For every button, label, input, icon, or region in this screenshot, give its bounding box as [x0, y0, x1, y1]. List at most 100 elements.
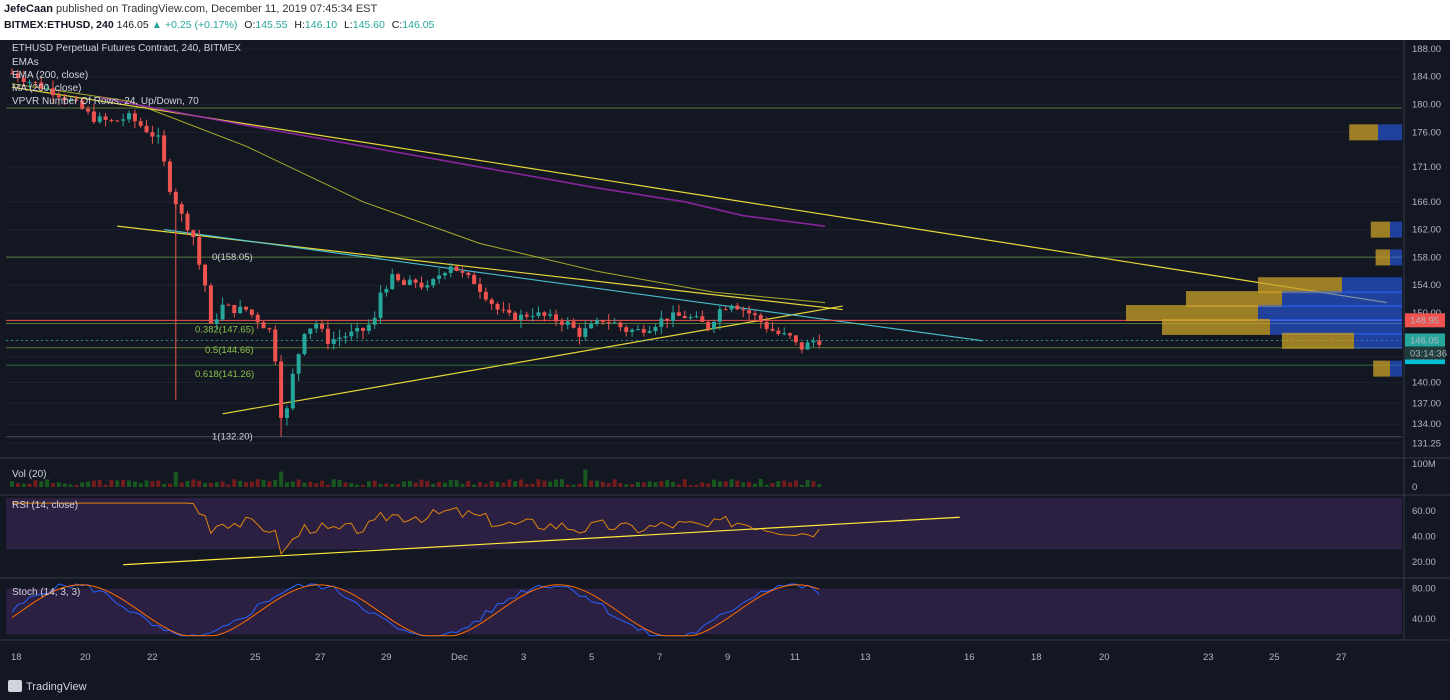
volume-bar — [577, 483, 582, 487]
price-tick: 180.00 — [1412, 100, 1441, 111]
volume-bar — [559, 479, 564, 487]
volume-bar — [173, 471, 178, 487]
candle-body — [659, 318, 664, 327]
volume-bar — [712, 479, 716, 487]
candle-body — [226, 304, 231, 306]
legend-ema[interactable]: EMA (200, close) — [12, 70, 88, 81]
time-tick: 23 — [1203, 652, 1214, 663]
volume-bar — [150, 481, 155, 487]
candle-body — [80, 100, 85, 109]
volume-bar — [717, 481, 722, 487]
volume-bar — [74, 484, 79, 487]
volume-bar — [45, 479, 50, 487]
legend-vol[interactable]: Vol (20) — [12, 469, 46, 480]
candle-body — [10, 73, 14, 75]
candle-body — [390, 274, 395, 289]
volume-bar — [647, 481, 652, 487]
volume-bar — [723, 481, 728, 487]
candle-body — [647, 331, 652, 333]
candle-body — [279, 361, 284, 418]
volume-bar — [337, 479, 342, 487]
countdown-bg — [1405, 346, 1445, 360]
candle-body — [437, 275, 442, 279]
volume-bar — [706, 483, 711, 487]
trading-chart[interactable]: 0(158.05) 0.382(147.65) 0.5(144.66) 0.618(1… — [0, 40, 1450, 675]
candle-body — [407, 279, 412, 285]
legend-stoch[interactable]: Stoch (14, 3, 3) — [12, 587, 80, 598]
volume-bar — [495, 481, 500, 487]
candle-body — [401, 280, 406, 285]
volume-bar — [15, 483, 20, 487]
volume-bar — [214, 482, 219, 487]
price-label-bg — [1405, 333, 1445, 348]
author-name[interactable]: JefeCaan — [4, 3, 53, 15]
candle-body — [62, 97, 67, 101]
legend-ma[interactable]: MA (200, close) — [12, 83, 81, 94]
candle-body — [413, 279, 418, 283]
volume-bar — [279, 471, 284, 487]
candle-body — [589, 323, 594, 329]
candle-body — [442, 273, 447, 276]
candle-body — [372, 317, 377, 325]
volume-bar — [752, 483, 757, 487]
candle-body — [68, 99, 73, 101]
volume-bar — [33, 480, 38, 487]
candle-body — [466, 272, 471, 275]
candle-body — [284, 408, 289, 418]
candle-body — [249, 309, 254, 315]
candle-body — [185, 213, 190, 231]
stoch-tick: 40.00 — [1412, 614, 1436, 625]
publish-text: published on TradingView.com, December 1… — [55, 3, 378, 15]
candle-body — [378, 292, 383, 318]
volume-bar — [530, 483, 535, 487]
chart-legend: ETHUSD Perpetual Futures Contract, 240, … — [12, 43, 241, 598]
volume-bar — [255, 479, 260, 487]
last-price: 146.05 — [116, 19, 149, 31]
candle-body — [255, 314, 260, 323]
candle-body — [799, 342, 804, 350]
vpvr-up-bar — [1349, 124, 1378, 141]
price-tick: 154.00 — [1412, 280, 1441, 291]
volume-bar — [595, 480, 599, 487]
close-value: 146.05 — [402, 19, 435, 31]
price-tick: 171.00 — [1412, 162, 1441, 173]
candle-body — [501, 309, 506, 311]
volume-bar — [758, 479, 763, 487]
volume-bar — [232, 479, 237, 487]
open-label: O: — [244, 19, 256, 31]
legend-emas[interactable]: EMAs — [12, 57, 39, 68]
candle-body — [308, 328, 313, 334]
candle-body — [103, 116, 108, 120]
candle-body — [653, 326, 658, 332]
volume-bar — [612, 479, 617, 487]
candle-body — [712, 321, 716, 330]
time-axis[interactable]: 18 20 22 25 27 29 Dec 3 5 7 9 11 13 16 18 20 23 25 27 — [11, 652, 1347, 663]
time-tick: 25 — [1269, 652, 1280, 663]
time-tick: 20 — [1099, 652, 1110, 663]
stoch-band — [6, 588, 1402, 635]
volume-bar — [343, 482, 348, 487]
volume-bar — [86, 481, 91, 487]
volume-bar — [419, 479, 424, 487]
candle-body — [244, 306, 248, 310]
vpvr-up-bar — [1126, 305, 1258, 322]
candle-body — [325, 328, 330, 344]
volume-bar — [220, 481, 225, 487]
volume-bar — [115, 480, 120, 487]
tradingview-logo[interactable]: TradingView — [8, 680, 87, 693]
tradingview-icon — [8, 680, 22, 692]
vpvr-down-bar — [1258, 305, 1402, 322]
volume-bar — [267, 481, 272, 487]
legend-rsi[interactable]: RSI (14, close) — [12, 500, 78, 511]
candle-body — [45, 88, 50, 90]
legend-vpvr[interactable]: VPVR Number Of Rows, 24, Up/Down, 70 — [12, 96, 199, 107]
volume-bar — [27, 483, 32, 487]
rsi-pane: 60.00 40.00 20.00 — [6, 498, 1436, 568]
volume-bar — [366, 481, 371, 487]
candle-body — [817, 340, 822, 345]
candle-body — [776, 330, 781, 334]
candle-body — [21, 78, 26, 82]
time-tick: 29 — [381, 652, 392, 663]
time-tick: 18 — [11, 652, 22, 663]
vpvr-up-bar — [1370, 221, 1390, 238]
